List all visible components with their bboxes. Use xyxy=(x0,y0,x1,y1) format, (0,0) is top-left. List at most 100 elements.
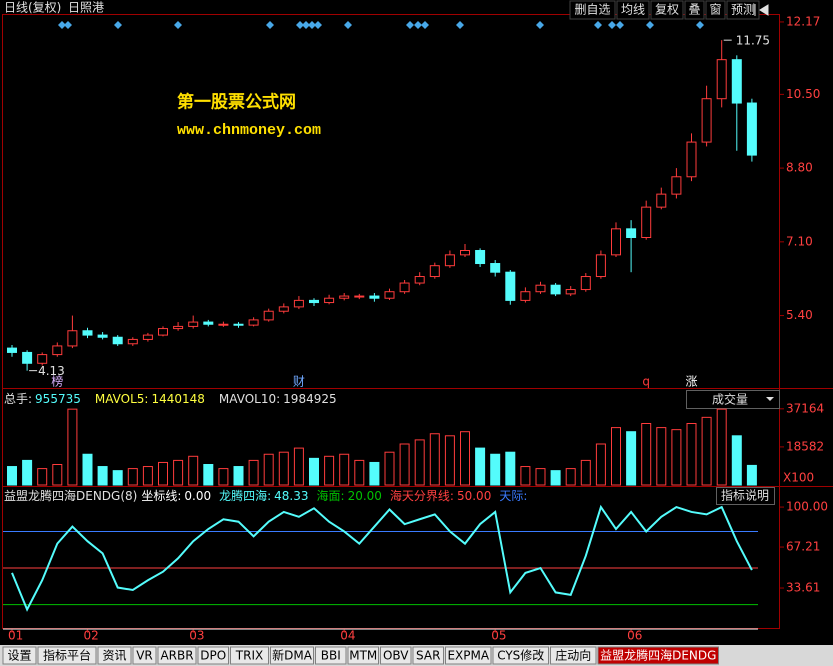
volume-bar xyxy=(429,433,440,486)
candle-body xyxy=(641,206,652,238)
dropdown-arrow xyxy=(766,397,774,401)
indicator-header: 益盟龙腾四海DENDG(8) 坐标线: 0.00 龙腾四海: 48.33 海面: 20.00… xyxy=(4,488,527,503)
volume-bar xyxy=(444,435,455,486)
volume-bar xyxy=(142,466,153,486)
tab-label[interactable]: DPO xyxy=(200,649,226,663)
tab[interactable] xyxy=(132,646,157,665)
toolbar-label: 预测 xyxy=(731,3,755,17)
candle-body xyxy=(414,276,425,284)
candle-body xyxy=(460,250,470,256)
volume-bar xyxy=(309,457,319,486)
indicator-selector[interactable] xyxy=(686,390,780,409)
tab-label[interactable]: 新DMA xyxy=(272,648,313,663)
tab[interactable] xyxy=(230,646,269,665)
tab[interactable] xyxy=(97,646,132,665)
tab-label[interactable]: BBI xyxy=(321,649,341,663)
candle-body xyxy=(626,228,637,238)
tab-label[interactable]: 指标平台 xyxy=(43,648,91,663)
tab[interactable] xyxy=(492,646,549,665)
x-tick-label: 02 xyxy=(84,629,99,643)
toolbar-button[interactable] xyxy=(569,0,616,20)
candle-body xyxy=(158,328,168,336)
toolbar-button[interactable] xyxy=(616,0,650,20)
signal-diamond xyxy=(344,21,352,29)
toolbar-button[interactable] xyxy=(650,0,684,20)
candle-body xyxy=(339,295,350,299)
candle-body xyxy=(550,284,561,295)
candle-body xyxy=(218,323,229,326)
candle-body xyxy=(112,336,123,345)
tab-label[interactable]: MTM xyxy=(349,649,377,663)
volume-bar xyxy=(656,427,667,486)
level-name: 天际: xyxy=(499,489,527,503)
tab-label[interactable]: EXPMA xyxy=(447,649,489,663)
volume-bar xyxy=(595,443,606,486)
tab-label[interactable]: 设置 xyxy=(7,649,31,663)
tab-label[interactable]: CYS修改 xyxy=(497,648,544,663)
tab[interactable] xyxy=(197,646,229,665)
toolbar-button[interactable] xyxy=(684,0,705,20)
volume-bar xyxy=(97,466,108,486)
tab[interactable] xyxy=(315,646,347,665)
header-item: 总手: xyxy=(4,392,32,406)
selector-label[interactable]: 成交量 xyxy=(712,392,748,407)
volume-bar xyxy=(52,464,63,486)
candle-body xyxy=(142,334,153,340)
candle-body xyxy=(82,330,93,336)
tab-label[interactable]: 益盟龙腾四海DENDG xyxy=(600,648,716,663)
tab[interactable] xyxy=(550,646,597,665)
tab-label[interactable]: OBV xyxy=(383,649,409,663)
tab[interactable] xyxy=(157,646,197,665)
signal-diamond xyxy=(696,21,704,29)
volume-bar xyxy=(626,431,637,486)
signal-diamond xyxy=(114,21,122,29)
signal-diamond xyxy=(406,21,414,29)
candle-body xyxy=(535,284,546,293)
header-item: MAVOL5: xyxy=(95,392,149,406)
volume-unit: X100 xyxy=(783,471,814,485)
candle-body xyxy=(490,263,501,273)
help-label[interactable]: 指标说明 xyxy=(721,488,769,503)
signal-diamond xyxy=(608,21,616,29)
candle-body xyxy=(278,306,289,312)
tab[interactable] xyxy=(412,646,444,665)
toolbar-label: 复权 xyxy=(655,3,679,17)
tab-label[interactable]: 庄动向 xyxy=(555,648,591,663)
volume-bar xyxy=(248,459,259,486)
tab-label[interactable]: VR xyxy=(136,649,153,663)
tab-label[interactable]: 资讯 xyxy=(102,649,126,663)
volume-bar xyxy=(520,466,531,486)
candle-body xyxy=(384,291,395,299)
candle-body xyxy=(716,59,727,100)
candle-body xyxy=(565,289,576,295)
level-name: 坐标线: xyxy=(141,489,181,503)
candle-body xyxy=(52,345,63,356)
volume-bar xyxy=(490,453,501,486)
volume-bar xyxy=(7,466,17,486)
candle-body xyxy=(188,321,199,327)
candle-body xyxy=(173,325,184,330)
x-tick-label: 03 xyxy=(189,629,204,643)
tab[interactable] xyxy=(445,646,492,665)
tab[interactable] xyxy=(270,646,314,665)
volume-bar xyxy=(565,468,576,486)
tab-label[interactable]: ARBR xyxy=(160,649,193,663)
candle-body xyxy=(97,334,108,338)
tab[interactable] xyxy=(380,646,412,665)
tab[interactable] xyxy=(347,646,379,665)
volume-bar xyxy=(324,455,335,486)
toolbar-button[interactable] xyxy=(726,0,760,20)
tab[interactable] xyxy=(597,646,719,665)
tab[interactable] xyxy=(2,646,37,665)
toolbar-button[interactable] xyxy=(705,0,726,20)
volume-bar xyxy=(731,435,742,486)
toolbar-label: 删自选 xyxy=(574,3,610,17)
tab[interactable] xyxy=(37,646,97,665)
help-button[interactable] xyxy=(716,487,775,505)
candle-body xyxy=(429,265,440,278)
tab-label[interactable]: SAR xyxy=(416,649,440,663)
volume-bar xyxy=(158,461,168,486)
event-marker: q xyxy=(642,375,650,389)
tab-label[interactable]: TRIX xyxy=(235,649,263,663)
